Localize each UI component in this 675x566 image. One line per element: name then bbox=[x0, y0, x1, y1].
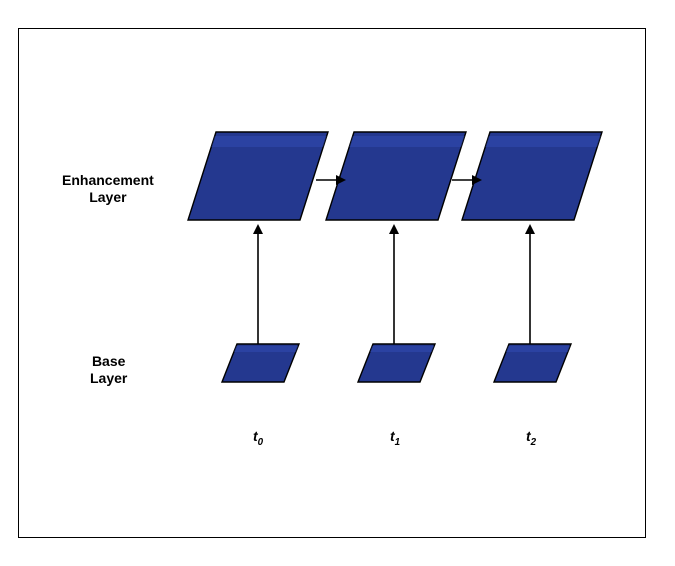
base-line1: Base bbox=[92, 353, 125, 369]
arrow-vertical-head bbox=[525, 224, 535, 234]
base-layer-label: Base Layer bbox=[90, 353, 127, 387]
enhancement-frame-0-highlight bbox=[211, 136, 326, 147]
arrow-vertical-head bbox=[253, 224, 263, 234]
time-label-t2: t2 bbox=[526, 428, 536, 449]
diagram-stage: Enhancement Layer Base Layer t0 t1 t2 bbox=[0, 0, 675, 566]
enhancement-layer-label: Enhancement Layer bbox=[62, 172, 154, 206]
base-frame-2-highlight bbox=[506, 346, 570, 352]
time-label-t0: t0 bbox=[253, 428, 263, 449]
enhancement-frame-2-highlight bbox=[485, 136, 601, 147]
enhancement-line1: Enhancement bbox=[62, 172, 154, 188]
arrow-vertical-head bbox=[389, 224, 399, 234]
base-frame-1-highlight bbox=[370, 346, 434, 352]
base-line2: Layer bbox=[90, 370, 127, 386]
enhancement-line2: Layer bbox=[89, 189, 126, 205]
diagram-svg bbox=[0, 0, 675, 566]
time-label-t1: t1 bbox=[390, 428, 400, 449]
base-frame-0-highlight bbox=[234, 346, 298, 352]
enhancement-frame-1-highlight bbox=[349, 136, 465, 147]
